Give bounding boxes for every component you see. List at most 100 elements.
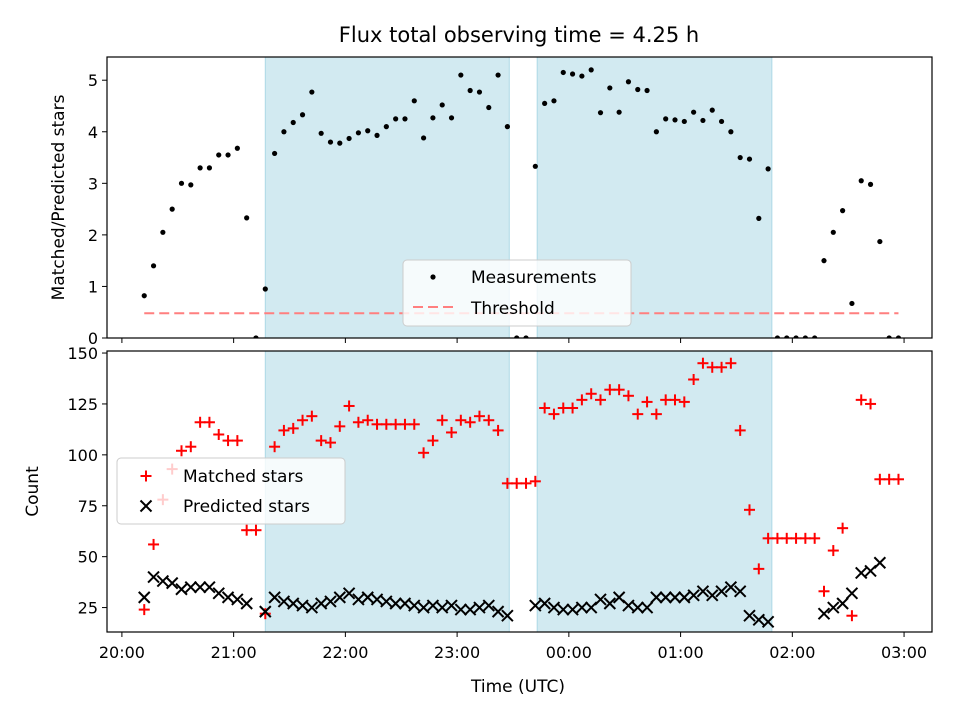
measurement-point: [737, 154, 743, 161]
matched-point: [874, 473, 886, 485]
predicted-point: [603, 597, 617, 610]
predicted-point: [342, 587, 356, 600]
matched-point: [241, 524, 253, 536]
matched-point: [865, 398, 877, 410]
predicted-point: [501, 609, 514, 622]
predicted-point: [352, 593, 365, 606]
measurement-point: [169, 206, 175, 212]
predicted-point: [817, 607, 831, 620]
predicted-point: [836, 597, 849, 610]
measurement-point: [309, 89, 315, 95]
legend: Measurements Threshold: [402, 259, 632, 327]
predicted-point: [659, 591, 672, 604]
measurement-point: [486, 104, 492, 111]
matched-point: [446, 426, 458, 438]
matched-point: [734, 424, 746, 436]
predicted-point: [687, 589, 700, 602]
measurement-point: [830, 229, 836, 235]
x-tick-label: 02:00: [769, 643, 815, 662]
y-tick-label: 100: [67, 446, 98, 465]
measurement-point: [607, 85, 613, 91]
predicted-point: [547, 601, 561, 614]
predicted-point: [156, 574, 170, 588]
measurement-point: [523, 335, 529, 338]
matched-point: [380, 418, 392, 430]
predicted-point: [324, 595, 337, 608]
y-tick-label: 3: [88, 174, 98, 193]
measurement-point: [802, 335, 808, 338]
predicted-point: [268, 591, 281, 604]
predicted-point: [165, 576, 179, 590]
measurement-point: [281, 129, 287, 135]
matched-point: [716, 361, 728, 373]
measurement-point: [514, 335, 520, 338]
matched-point: [483, 414, 495, 426]
matched-point: [669, 394, 681, 406]
predicted-point: [557, 603, 570, 616]
matched-point: [641, 396, 653, 408]
matched-point: [725, 357, 737, 369]
measurement-point: [616, 109, 622, 115]
y-tick-label: 125: [67, 395, 98, 414]
measurement-point: [867, 181, 874, 187]
measurement-point: [337, 140, 343, 146]
x-tick-label: 21:00: [211, 643, 257, 662]
matched-point: [520, 477, 532, 489]
measurement-point: [886, 335, 892, 338]
measurement-point: [663, 116, 669, 122]
predicted-point: [473, 601, 486, 614]
predicted-point: [370, 593, 384, 606]
matched-point: [390, 418, 402, 430]
x-tick-label: 00:00: [546, 643, 592, 662]
matched-point: [557, 402, 569, 414]
measurement-point: [551, 98, 557, 104]
predicted-point: [436, 601, 449, 614]
matched-point: [650, 408, 662, 420]
matched-point: [846, 610, 858, 622]
predicted-point: [566, 603, 579, 616]
predicted-point: [175, 583, 188, 596]
x-tick-label: 03:00: [881, 643, 927, 662]
measurement-point: [728, 129, 734, 135]
matched-point: [604, 384, 616, 396]
predicted-point: [138, 591, 151, 604]
plot-frame: [106, 350, 933, 633]
measurement-point: [383, 124, 389, 130]
predicted-point: [743, 609, 756, 622]
matched-point: [697, 357, 709, 369]
matched-point: [892, 473, 904, 485]
predicted-point: [277, 595, 291, 608]
legend-marker-predicted: [139, 499, 153, 513]
measurement-point: [849, 300, 855, 307]
predicted-point: [575, 601, 589, 614]
legend-label-measurements: Measurements: [471, 268, 597, 288]
legend-box: [402, 259, 632, 327]
matched-point: [753, 563, 765, 575]
legend-label-matched: Matched stars: [183, 467, 303, 487]
matched-point: [622, 390, 634, 402]
y-tick-label: 0: [88, 329, 98, 348]
y-tick-label: 5: [88, 71, 98, 90]
predicted-point: [724, 580, 738, 594]
y-axis-label: Matched/Predicted stars: [49, 94, 69, 300]
matched-point: [706, 361, 718, 373]
matched-point: [473, 410, 485, 422]
matched-point: [632, 408, 644, 420]
predicted-point: [259, 605, 272, 618]
matched-point: [781, 532, 793, 544]
matched-point: [743, 504, 755, 516]
measurement-point: [374, 132, 380, 138]
matched-point: [678, 396, 690, 408]
matched-point: [613, 384, 625, 396]
measurement-point: [253, 335, 259, 338]
predicted-point: [221, 591, 235, 604]
matched-point: [585, 388, 597, 400]
measurement-point: [784, 335, 790, 338]
predicted-point: [622, 599, 635, 612]
predicted-point: [398, 597, 412, 610]
measurement-point: [635, 86, 641, 93]
measurement-point: [197, 165, 203, 171]
predicted-point: [696, 585, 710, 598]
matched-point: [362, 414, 374, 426]
matched-point: [762, 532, 774, 544]
